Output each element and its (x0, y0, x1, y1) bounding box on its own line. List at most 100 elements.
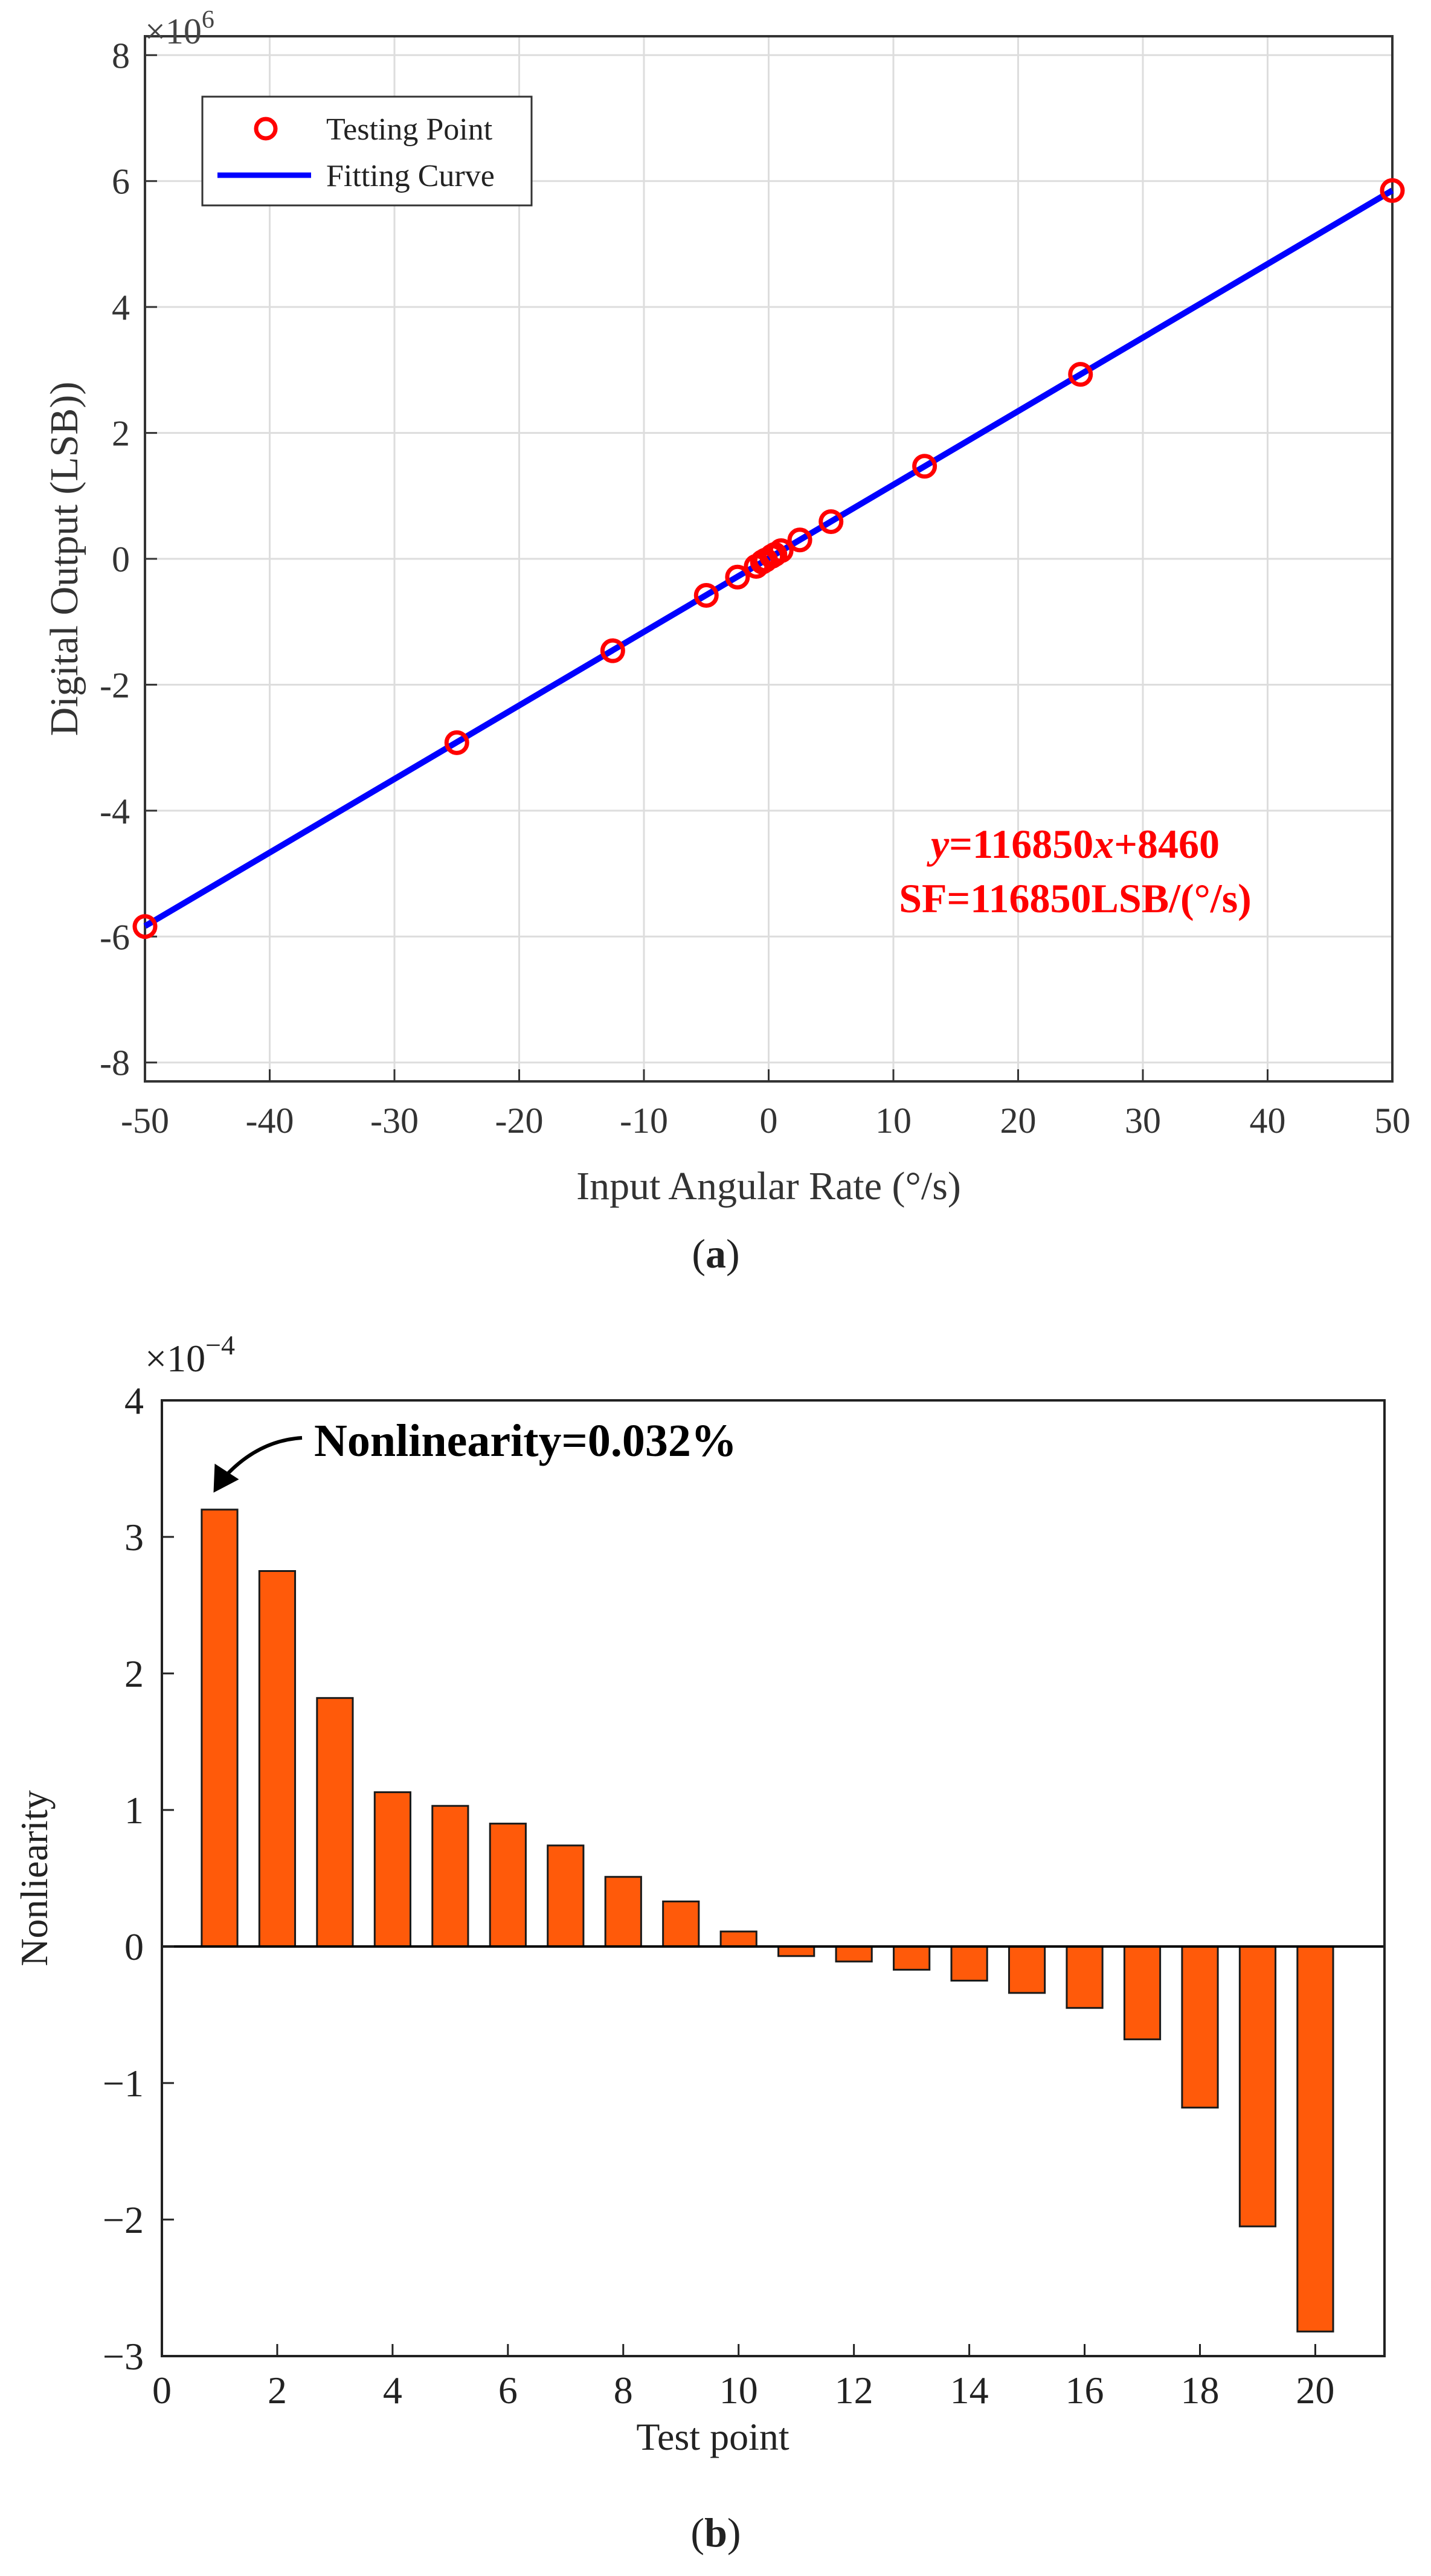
panel-a-x-tick-label: -30 (370, 1101, 419, 1141)
testing-point-marker (818, 509, 844, 535)
panel-a-x-axis-label: Input Angular Rate (°/s) (576, 1164, 961, 1208)
panel-b-x-tick-label: 4 (383, 2369, 402, 2412)
nonlinearity-bar (893, 1945, 931, 1971)
nonlinearity-bar (1123, 1945, 1162, 2041)
nonlinearity-bar (1008, 1945, 1046, 1994)
nonlinearity-annotation: Nonlinearity=0.032% (314, 1415, 737, 1466)
panel-b-bars (201, 1509, 1334, 2333)
testing-point-marker (787, 527, 812, 553)
nonlinearity-bar (316, 1697, 354, 1948)
panel-b-y-tick-label: 0 (124, 1925, 144, 1968)
panel-b-caption-letter: b (704, 2510, 727, 2555)
panel-b-y-tick-label: 4 (124, 1379, 144, 1422)
panel-a-chart: -50 -40 -30 -20 -10 0 10 20 30 40 50-8-6-4-202468 … (42, 6, 1410, 1277)
nonlinearity-bar (604, 1876, 642, 1948)
nonlinearity-bar (1238, 1945, 1277, 2227)
panel-b-axes-frame (161, 1399, 1386, 2357)
nonlinearity-bar (547, 1844, 585, 1948)
panel-b-y-tick-label: −1 (103, 2062, 144, 2105)
fit-equation-x: x (1093, 821, 1114, 867)
legend-testing-point-label: Testing Point (326, 112, 493, 147)
fit-equation-slope: =116850 (949, 821, 1093, 867)
panel-b-y-tick-label: 2 (124, 1652, 144, 1695)
panel-b-y-exponent-power: −4 (205, 1330, 235, 1360)
panel-b-y-tick-label: 1 (124, 1789, 144, 1832)
legend-fitting-curve-label: Fitting Curve (326, 159, 495, 193)
panel-a-x-tick-label: -40 (246, 1101, 294, 1141)
panel-a-x-tick-label: -50 (121, 1101, 169, 1141)
testing-point-marker (912, 454, 937, 479)
nonlinearity-bar (1066, 1945, 1104, 2009)
fit-equation-annotation: y=116850x+8460 (927, 821, 1220, 867)
nonlinearity-bar (258, 1570, 297, 1948)
testing-point-marker (693, 582, 719, 608)
nonlinearity-bar (489, 1823, 527, 1948)
panel-a-x-tick-label: 30 (1125, 1101, 1161, 1141)
panel-a-x-tick-label: 50 (1374, 1101, 1410, 1141)
panel-a-legend-box (201, 95, 533, 207)
panel-a-y-tick-label: 0 (112, 539, 130, 579)
panel-a-y-axis-label: Digital Output (LSB)) (42, 382, 86, 736)
panel-b-y-exponent-base: ×10 (145, 1337, 205, 1380)
nonlinearity-bar (719, 1930, 757, 1948)
panel-a-y-tick-label: 2 (112, 414, 130, 454)
nonlinearity-bar (201, 1509, 239, 1948)
panel-b-x-tick-label: 14 (950, 2369, 989, 2412)
panel-a-y-tick-label: 8 (112, 36, 130, 76)
panel-b-x-tick-label: 10 (719, 2369, 758, 2412)
panel-b-y-axis-label: Nonliearity (13, 1790, 56, 1966)
panel-a-y-exponent-base: ×10 (145, 11, 202, 51)
nonlinearity-bar (777, 1945, 815, 1957)
panel-b-x-tick-label: 8 (614, 2369, 633, 2412)
panel-b-x-tick-label: 20 (1296, 2369, 1334, 2412)
testing-point-marker (768, 538, 794, 563)
panel-a-x-tick-label: 40 (1250, 1101, 1286, 1141)
testing-point-marker (725, 564, 750, 590)
panel-a-x-tick-label: 0 (760, 1101, 778, 1141)
panel-a-y-tick-label: 6 (112, 162, 130, 202)
nonlinearity-bar (431, 1805, 469, 1948)
panel-a-y-tick-label: -2 (100, 665, 130, 705)
panel-b-x-tick-label: 6 (498, 2369, 518, 2412)
fitting-curve-line (143, 187, 1394, 929)
nonlinearity-bar (1296, 1945, 1334, 2333)
panel-b-y-tick-label: −3 (103, 2335, 144, 2378)
panel-b-y-tick-label: 3 (124, 1516, 144, 1559)
panel-a-y-tick-label: -4 (100, 791, 130, 831)
legend-testing-point-marker (254, 117, 278, 141)
panel-b-x-tick-label: 12 (835, 2369, 873, 2412)
panel-a-x-tick-label: 20 (1000, 1101, 1037, 1141)
nonlinearity-bar (373, 1791, 411, 1948)
panel-b-y-exponent: ×10−4 (145, 1330, 235, 1380)
nonlinearity-bar (835, 1945, 873, 1963)
nonlinearity-annotation-arrowhead (213, 1463, 239, 1493)
panel-a-x-tick-label: -20 (495, 1101, 544, 1141)
panel-b-x-tick-label: 18 (1180, 2369, 1219, 2412)
panel-b-caption: (b) (690, 2510, 741, 2555)
panel-a-series (132, 178, 1405, 939)
panel-b-x-axis-label: Test point (636, 2415, 789, 2458)
panel-b-x-tick-label: 16 (1066, 2369, 1104, 2412)
scale-factor-annotation: SF=116850LSB/(°/s) (899, 875, 1252, 921)
testing-point-marker (444, 730, 469, 755)
panel-a-y-exponent-power: 6 (202, 6, 214, 34)
fit-equation-intercept: +8460 (1114, 821, 1220, 867)
nonlinearity-bar (950, 1945, 988, 1982)
testing-point-marker (1380, 178, 1405, 203)
panel-a-caption-letter: a (706, 1231, 726, 1277)
testing-point-marker (600, 638, 625, 663)
panel-b-y-tick-label: −2 (103, 2198, 144, 2241)
panel-a-y-tick-label: 4 (112, 288, 130, 327)
panel-a-x-tick-label: 10 (875, 1101, 912, 1141)
panel-a-y-exponent: ×106 (145, 6, 214, 51)
nonlinearity-bar (1181, 1945, 1219, 2109)
fit-equation-y: y (927, 821, 950, 867)
panel-a-y-tick-label: -8 (100, 1043, 130, 1083)
panel-b-x-tick-label: 2 (268, 2369, 287, 2412)
panel-b-x-tick-label: 0 (152, 2369, 172, 2412)
nonlinearity-bar (662, 1900, 700, 1948)
